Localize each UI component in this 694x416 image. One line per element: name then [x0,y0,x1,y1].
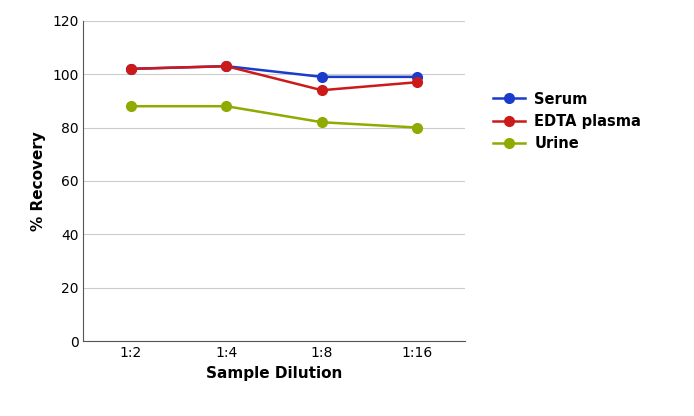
Line: EDTA plasma: EDTA plasma [126,61,422,95]
Line: Urine: Urine [126,102,422,132]
Urine [222,104,230,109]
X-axis label: Sample Dilution: Sample Dilution [206,366,342,381]
EDTA plasma [222,64,230,69]
Serum [413,74,421,79]
Urine [127,104,135,109]
EDTA plasma [127,66,135,71]
EDTA plasma [413,80,421,85]
Urine [318,120,326,125]
Urine [413,125,421,130]
Line: Serum: Serum [126,61,422,82]
Serum [127,66,135,71]
Serum [222,64,230,69]
EDTA plasma [318,88,326,93]
Serum [318,74,326,79]
Y-axis label: % Recovery: % Recovery [31,131,46,231]
Legend: Serum, EDTA plasma, Urine: Serum, EDTA plasma, Urine [488,86,647,157]
